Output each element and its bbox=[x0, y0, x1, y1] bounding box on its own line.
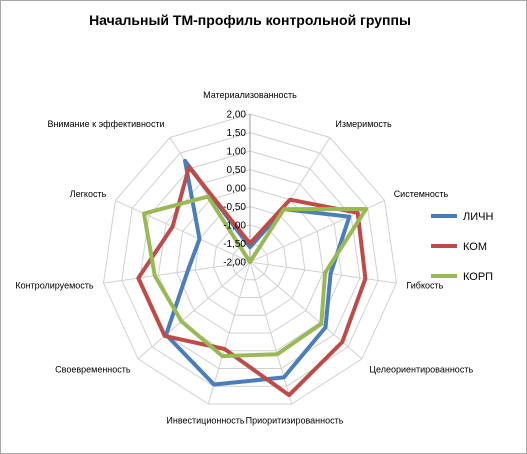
chart-title: Начальный ТМ-профиль контрольной группы bbox=[89, 12, 411, 28]
axis-label: Системность bbox=[394, 189, 449, 199]
tick-label: -2,00 bbox=[223, 258, 246, 269]
tick-label: -1,50 bbox=[223, 239, 246, 250]
tick-label: 2,00 bbox=[227, 110, 247, 121]
series-line-3 bbox=[142, 194, 369, 359]
tick-labels: 2,00 1,50 1,00 0,50 0,00 -0,50 -1,00 -1,50 -2,00 bbox=[223, 110, 246, 269]
grid-spoke bbox=[115, 200, 251, 263]
tick-label: 1,00 bbox=[227, 147, 247, 158]
series-line-1 bbox=[164, 158, 352, 387]
tick-label: 0,00 bbox=[227, 184, 247, 195]
axis-labels: Материализованность Измеримость Системност… bbox=[15, 90, 473, 426]
grid-spoke bbox=[137, 261, 251, 360]
grid-ring bbox=[121, 131, 379, 387]
axis-label: Измеримость bbox=[335, 119, 392, 129]
grid-ring bbox=[194, 205, 306, 316]
grid-ring bbox=[102, 113, 398, 405]
grid-spoke bbox=[207, 261, 251, 405]
legend-entry: ЛИЧН bbox=[463, 211, 493, 223]
grid-ring bbox=[176, 187, 324, 334]
axis-label: Внимание к эффективности bbox=[47, 119, 164, 129]
legend-entry: КОРП bbox=[463, 271, 493, 283]
tick-label: -1,00 bbox=[223, 221, 246, 232]
tick-label: -0,50 bbox=[223, 202, 246, 213]
tick-label: 1,50 bbox=[227, 128, 247, 139]
grid-ring bbox=[212, 224, 288, 298]
grid-spoke bbox=[103, 261, 251, 284]
legend: ЛИЧН КОМ КОРП bbox=[431, 211, 493, 283]
axis-label: Своевременность bbox=[55, 364, 131, 374]
legend-entry: КОМ bbox=[463, 241, 487, 253]
axis-label: Легкость bbox=[70, 189, 107, 199]
grid-ring bbox=[231, 242, 269, 281]
tick-label: 0,50 bbox=[227, 165, 247, 176]
axis-label: Материализованность bbox=[203, 90, 297, 100]
grid-spoke bbox=[249, 261, 293, 405]
axis-label: Гибкость bbox=[406, 280, 443, 290]
axis-label: Приоритизированность bbox=[246, 416, 344, 426]
axis-label: Контролируемость bbox=[15, 280, 94, 290]
axis-label: Целеориентированность bbox=[369, 364, 473, 374]
axis-label: Инвестиционность bbox=[166, 416, 245, 426]
series-layer bbox=[136, 158, 369, 398]
grid-ring bbox=[157, 168, 343, 352]
